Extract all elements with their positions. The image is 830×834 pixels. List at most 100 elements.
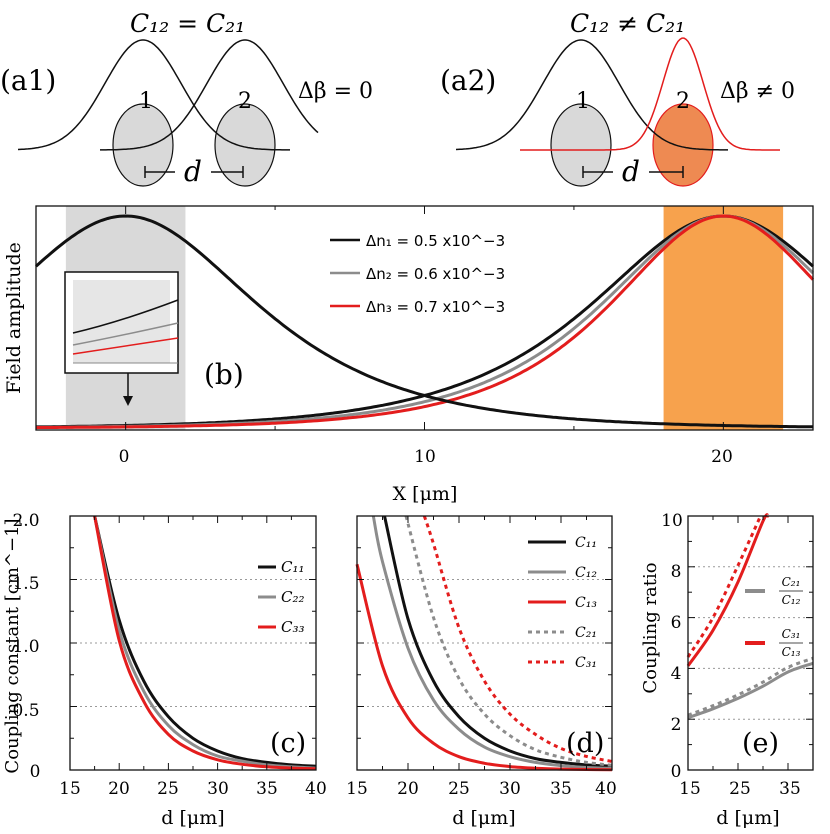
tick-label-b-20: 20 [711, 447, 733, 467]
inset-line-gray [72, 322, 179, 346]
xtick-label-d-30: 30 [499, 779, 521, 799]
legend-label-d-c11: C₁₁ [575, 535, 597, 551]
ytick-label-e-2: 2 [671, 715, 682, 735]
inset-line-black [72, 299, 179, 334]
legend-label-d-c12: C₁₂ [575, 565, 597, 581]
legend-b: Δn₁ = 0.5 x10^−3 Δn₂ = 0.6 x10^−3 Δn₃ = … [330, 232, 505, 316]
coupling-inequality-a2: C₁₂ ≠ C₂₁ [570, 9, 685, 38]
ytick-label-e-8: 8 [671, 562, 682, 582]
ytick-label-e-10: 10 [661, 511, 683, 531]
coupling-equality-a1: C₁₂ = C₂₁ [130, 9, 245, 38]
legend-num-e-c21: C₂₁ [782, 575, 801, 589]
series-line-e-2 [687, 656, 814, 717]
series-line-c-1 [93, 515, 317, 768]
panel-b-field-amplitude: (b) Δn₁ = 0.5 x10^−3 Δn₂ = 0.6 x10^−3 Δn… [3, 205, 815, 505]
ylabel-e: Coupling ratio [640, 562, 661, 693]
shaded-region-waveguide-2 [663, 206, 784, 430]
series-line-e-1 [687, 661, 814, 720]
tick-label-b-10: 10 [414, 447, 436, 467]
mode-profile-2-a2 [520, 37, 780, 151]
waveguide-2-a1 [214, 103, 276, 187]
label-d: (d) [566, 728, 604, 759]
mode-profile-1-a2 [455, 39, 728, 151]
d-label-a2: d [622, 155, 640, 188]
schematic-a2: (a2) C₁₂ ≠ C₂₁ Δβ ≠ 0 1 2 d [440, 9, 795, 188]
ylabel-b: Field amplitude [3, 242, 25, 394]
legend-e: C₂₁ C₁₂ C₃₁ C₁₃ [745, 575, 803, 659]
panel-d-coupling-constants: 15 20 25 30 35 40 d [μm] C₁₁ C₁₂ C₁₃ C₂₁… [346, 515, 617, 829]
label-b: (b) [204, 358, 244, 391]
wg-label-1-a1: 1 [139, 89, 153, 114]
legend-label-d-c13: C₁₃ [575, 595, 597, 611]
ytick-label-c-1-5: 1.5 [12, 574, 39, 594]
series-line-e-4 [686, 515, 762, 658]
x-ticks-b [125, 206, 724, 430]
ylabel-c: Coupling constant [cm^−1] [2, 518, 23, 773]
xtick-label-c-25: 25 [157, 779, 179, 799]
lines-e [686, 513, 814, 720]
grid-c [70, 579, 316, 707]
ytick-label-c-0-5: 0.5 [12, 701, 39, 721]
grid-e [688, 566, 813, 720]
series-line-d-3 [355, 563, 613, 772]
mode-profile-2-a1 [100, 39, 319, 151]
label-a2: (a2) [440, 64, 496, 97]
legend-label-dn2: Δn₂ = 0.6 x10^−3 [366, 265, 505, 283]
inset-zoom [64, 271, 179, 406]
ticks-d [356, 515, 613, 771]
xtick-label-e-15: 15 [679, 779, 701, 799]
xtick-label-d-25: 25 [448, 779, 470, 799]
ytick-label-c-1: 1.0 [12, 637, 39, 657]
ytick-label-e-6: 6 [671, 613, 682, 633]
field-line-left-mode [34, 214, 813, 429]
xlabel-e: d [μm] [716, 807, 779, 829]
legend-d: C₁₁ C₁₂ C₁₃ C₂₁ C₃₁ [528, 535, 597, 671]
xlabel-c: d [μm] [161, 807, 224, 829]
xlabel-b: X [μm] [393, 483, 458, 505]
series-line-d-2 [371, 515, 613, 770]
label-e: (e) [742, 728, 779, 759]
xlabel-d: d [μm] [452, 807, 515, 829]
legend-label-d-c31: C₃₁ [575, 655, 597, 671]
legend-c: C₁₁ C₂₂ C₃₃ [258, 558, 305, 636]
xtick-label-e-25: 25 [729, 779, 751, 799]
inset-arrow-head [123, 396, 133, 406]
field-line-3 [35, 214, 815, 430]
tick-label-b-0: 0 [119, 447, 130, 467]
legend-label-c33: C₃₃ [281, 618, 305, 636]
xtick-label-c-15: 15 [59, 779, 81, 799]
panel-e-coupling-ratio: 10 8 6 4 2 0 15 25 35 d [μm] Coupling ra… [640, 511, 814, 829]
delta-beta-a1: Δβ = 0 [298, 79, 373, 104]
series-line-d-5 [422, 515, 613, 763]
ytick-label-c-2: 2.0 [12, 511, 39, 531]
ticks-c [69, 515, 317, 771]
series-line-c-2 [93, 515, 317, 770]
label-c: (c) [270, 728, 306, 759]
mode-profile-1-a1 [17, 39, 290, 151]
xtick-label-d-35: 35 [550, 779, 572, 799]
legend-label-c22: C₂₂ [281, 588, 305, 606]
series-line-d-1 [383, 515, 613, 768]
legend-den-e-c13: C₁₃ [782, 645, 801, 659]
legend-label-c11: C₁₁ [281, 558, 305, 576]
xtick-label-d-40: 40 [595, 779, 617, 799]
panel-c-coupling-constants: 2.0 1.5 1.0 0.5 0 15 20 25 30 35 40 d [μ… [2, 511, 327, 829]
lines-c [93, 515, 317, 771]
inset-line-red [72, 337, 179, 355]
inset-shading [73, 280, 170, 363]
ytick-label-e-4: 4 [671, 664, 682, 684]
legend-den-e-c12: C₁₂ [782, 593, 801, 607]
ytick-label-c-0: 0 [30, 762, 41, 782]
lines-d [355, 515, 613, 772]
ytick-label-e-0: 0 [671, 762, 682, 782]
legend-num-e-c31: C₃₁ [782, 627, 801, 641]
field-amplitude-lines [34, 214, 815, 430]
grid-d [357, 579, 612, 707]
wg-label-2-a2: 2 [676, 89, 690, 114]
xtick-label-c-30: 30 [207, 779, 229, 799]
schematic-a1: (a1) C₁₂ = C₂₁ Δβ = 0 1 2 d [0, 9, 373, 188]
wg-label-1-a2: 1 [576, 89, 590, 114]
ticks-e [687, 515, 814, 771]
legend-label-dn1: Δn₁ = 0.5 x10^−3 [366, 232, 505, 250]
legend-label-d-c21: C₂₁ [575, 625, 597, 641]
